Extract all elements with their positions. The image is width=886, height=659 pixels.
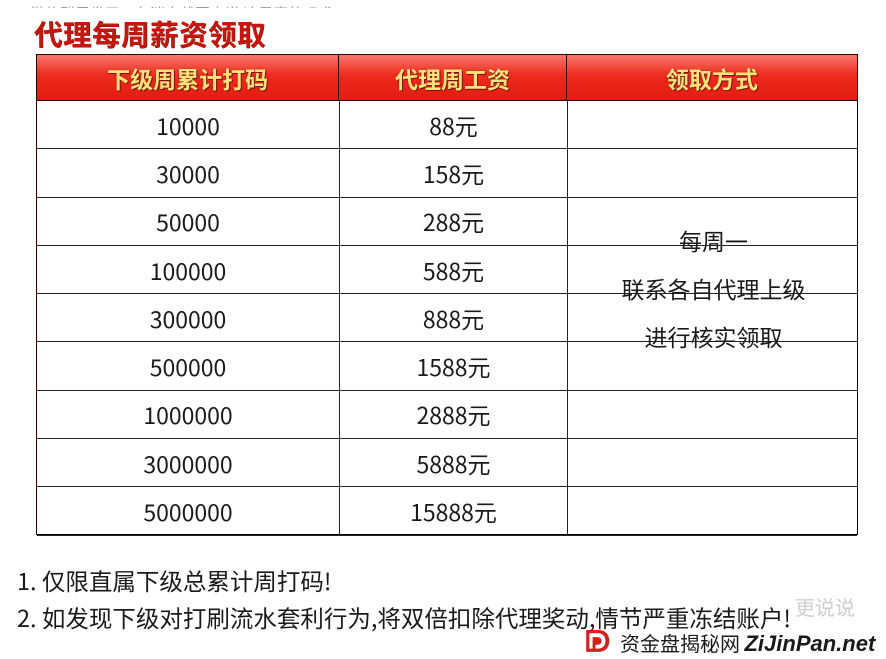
svg-text:更说说: 更说说	[795, 592, 855, 621]
svg-text:微信群里发了一条消息截图来说 这是真的吗求: 微信群里发了一条消息截图来说 这是真的吗求	[30, 3, 333, 8]
